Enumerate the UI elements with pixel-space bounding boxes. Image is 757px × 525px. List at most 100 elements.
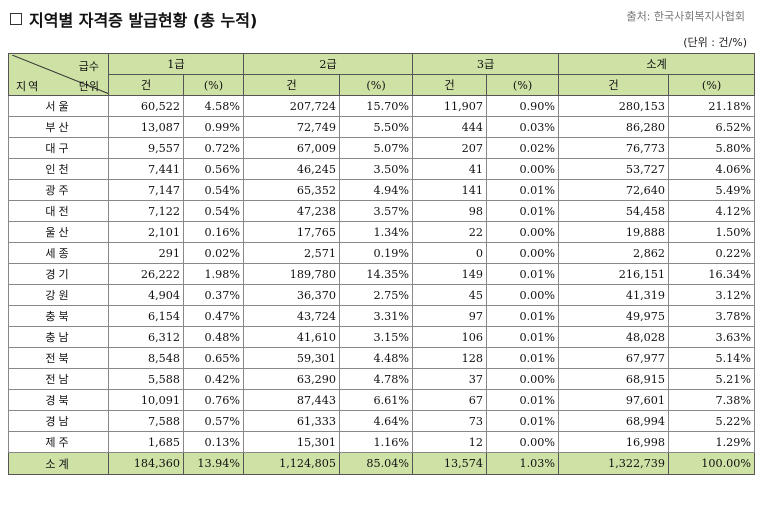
table-total-row: 소계 184,360 13.94% 1,124,805 85.04% 13,57… [8,452,756,475]
subheader-percent: (%) [339,74,414,96]
grade3-count: 37 [412,368,488,390]
table-row: 충남 6,312 0.48% 41,610 3.15% 106 0.01% 48,028 3.6… [8,326,756,348]
sum-count: 16,998 [558,431,670,453]
grade2-count: 63,290 [243,368,341,390]
grade1-percent: 0.56% [182,158,245,180]
sum-percent: 4.06% [668,158,756,180]
region-name: 울산 [8,221,109,243]
grade2-percent: 2.75% [339,284,414,306]
grade1-count: 13,087 [108,116,184,138]
source-note: 출처: 한국사회복지사협회 [626,10,745,23]
grade1-percent: 0.02% [182,242,245,264]
grade2-count: 65,352 [243,179,341,201]
total-grade3-count: 13,574 [412,452,488,475]
region-name: 인천 [8,158,109,180]
grade2-count: 43,724 [243,305,341,327]
header-group-total: 소계 [558,53,756,75]
total-sum-count: 1,322,739 [558,452,670,475]
grade2-count: 47,238 [243,200,341,222]
grade1-percent: 0.42% [182,368,245,390]
grade1-percent: 0.57% [182,410,245,432]
table-row: 경북 10,091 0.76% 87,443 6.61% 67 0.01% 97,601 7.3… [8,389,756,411]
table-corner-header: 급수 단위 지역 [8,53,109,96]
grade2-percent: 0.19% [339,242,414,264]
grade2-percent: 15.70% [339,95,414,117]
grade2-percent: 3.57% [339,200,414,222]
table-row: 전북 8,548 0.65% 59,301 4.48% 128 0.01% 67,977 5.1… [8,347,756,369]
grade3-count: 67 [412,389,488,411]
grade3-count: 11,907 [412,95,488,117]
sum-percent: 4.12% [668,200,756,222]
grade2-percent: 4.94% [339,179,414,201]
grade3-count: 41 [412,158,488,180]
grade3-percent: 0.01% [486,326,560,348]
subheader-count: 건 [412,74,488,96]
region-name: 서울 [8,95,109,117]
grade1-percent: 0.54% [182,179,245,201]
region-name: 세종 [8,242,109,264]
grade1-percent: 0.72% [182,137,245,159]
grade1-percent: 0.65% [182,347,245,369]
grade1-count: 4,904 [108,284,184,306]
header-group-2: 2급 [243,53,414,75]
table-row: 경남 7,588 0.57% 61,333 4.64% 73 0.01% 68,994 5.22… [8,410,756,432]
table-row: 제주 1,685 0.13% 15,301 1.16% 12 0.00% 16,998 1.29… [8,431,756,453]
sum-count: 86,280 [558,116,670,138]
sum-percent: 1.29% [668,431,756,453]
subheader-percent: (%) [668,74,756,96]
grade2-count: 61,333 [243,410,341,432]
grade3-percent: 0.00% [486,158,560,180]
grade2-count: 189,780 [243,263,341,285]
grade3-percent: 0.00% [486,221,560,243]
grade3-percent: 0.01% [486,179,560,201]
grade2-count: 36,370 [243,284,341,306]
grade3-count: 73 [412,410,488,432]
grade1-count: 291 [108,242,184,264]
sum-percent: 3.78% [668,305,756,327]
grade1-percent: 0.47% [182,305,245,327]
grade1-percent: 0.37% [182,284,245,306]
table-row: 서울 60,522 4.58% 207,724 15.70% 11,907 0.90% 280… [8,95,756,117]
grade2-percent: 14.35% [339,263,414,285]
page-title: 지역별 자격증 발급현황 (총 누적) [10,7,257,31]
table-body: 서울 60,522 4.58% 207,724 15.70% 11,907 0.90% 280… [8,95,756,453]
grade1-percent: 0.76% [182,389,245,411]
sum-percent: 21.18% [668,95,756,117]
sum-percent: 5.14% [668,347,756,369]
sum-percent: 7.38% [668,389,756,411]
region-name: 대전 [8,200,109,222]
grade3-percent: 0.03% [486,116,560,138]
grade3-count: 128 [412,347,488,369]
region-name: 충남 [8,326,109,348]
grade3-percent: 0.00% [486,368,560,390]
sum-count: 97,601 [558,389,670,411]
sum-percent: 5.22% [668,410,756,432]
total-grade1-percent: 13.94% [182,452,245,475]
region-name: 경북 [8,389,109,411]
region-name: 충북 [8,305,109,327]
grade1-count: 6,312 [108,326,184,348]
grade2-count: 72,749 [243,116,341,138]
sum-percent: 3.63% [668,326,756,348]
grade1-count: 10,091 [108,389,184,411]
grade1-count: 9,557 [108,137,184,159]
grade2-count: 41,610 [243,326,341,348]
sum-count: 54,458 [558,200,670,222]
table-row: 광주 7,147 0.54% 65,352 4.94% 141 0.01% 72,640 5.4… [8,179,756,201]
grade3-percent: 0.90% [486,95,560,117]
sum-count: 2,862 [558,242,670,264]
subheader-percent: (%) [486,74,560,96]
region-name: 제주 [8,431,109,453]
header-group-3: 3급 [412,53,560,75]
grade2-count: 15,301 [243,431,341,453]
grade2-percent: 4.48% [339,347,414,369]
grade2-count: 67,009 [243,137,341,159]
grade3-count: 444 [412,116,488,138]
grade3-count: 98 [412,200,488,222]
grade1-count: 60,522 [108,95,184,117]
header-group-1: 1급 [107,53,245,75]
sum-count: 216,151 [558,263,670,285]
grade2-percent: 1.16% [339,431,414,453]
grade1-percent: 0.48% [182,326,245,348]
grade3-count: 207 [412,137,488,159]
